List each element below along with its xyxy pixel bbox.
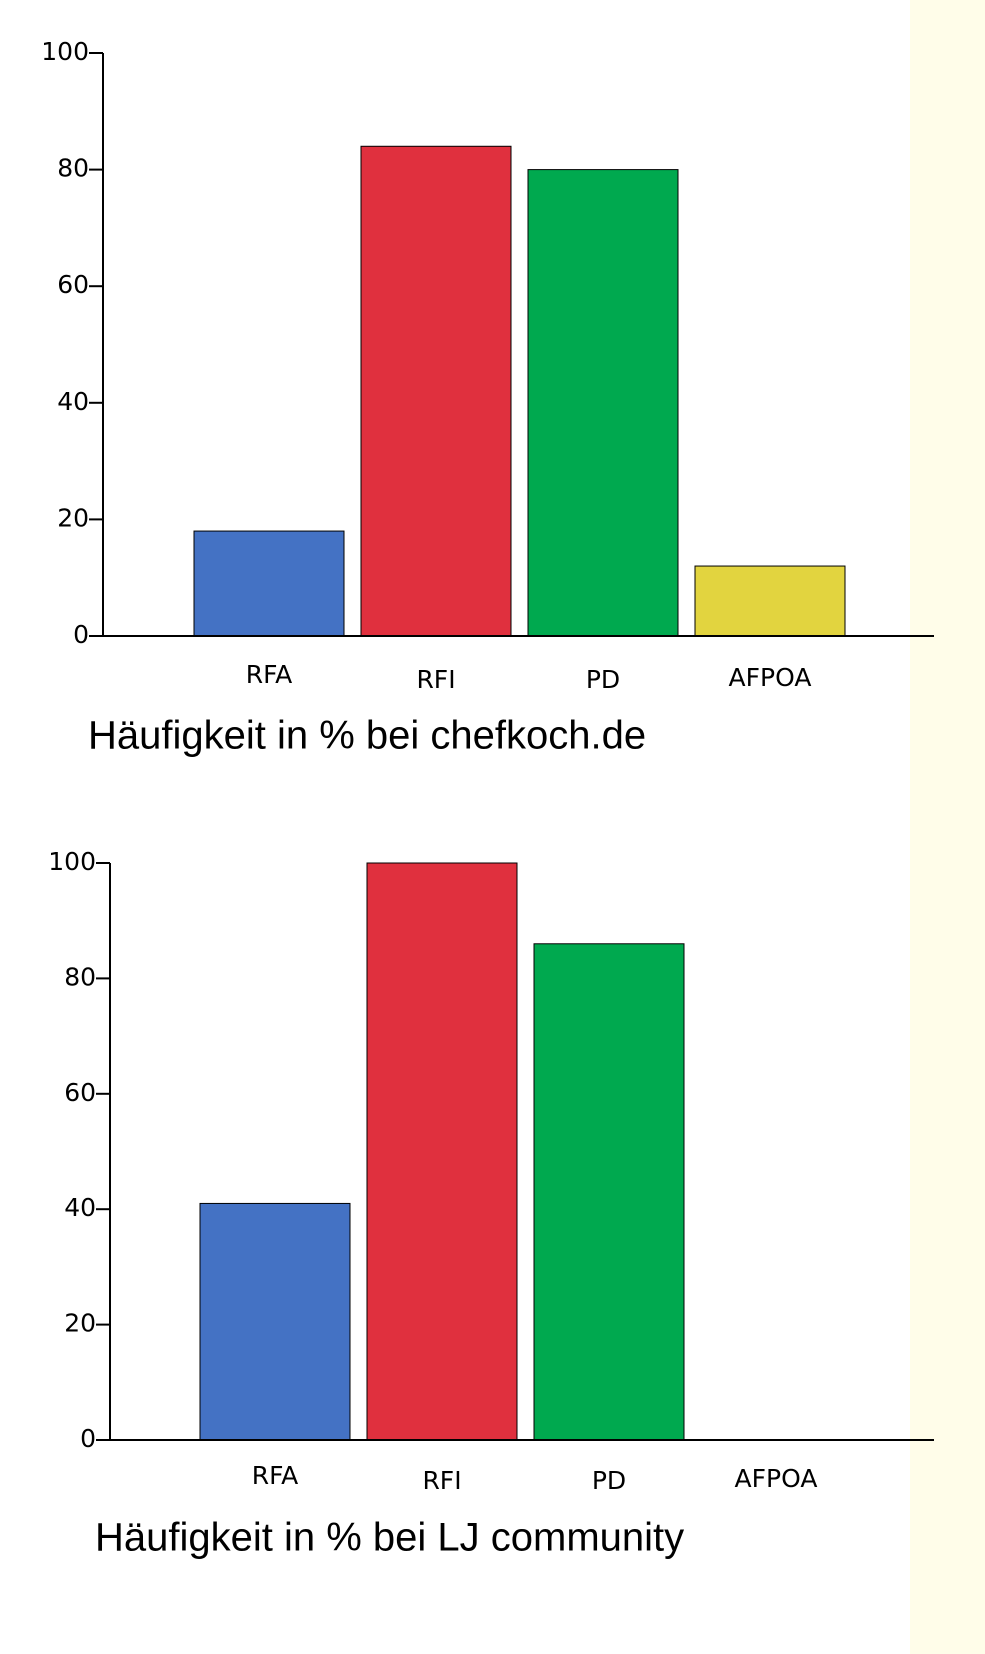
bar [360,145,512,637]
y-tick-label: 40 [64,1193,96,1222]
chart-title: Häufigkeit in % bei chefkoch.de [88,714,646,758]
y-tick-label: 100 [41,37,89,66]
bar [694,565,846,637]
x-tick-label: PD [586,665,620,694]
x-tick-label: AFPOA [735,1464,818,1493]
bar [193,530,345,637]
y-tick-label: 40 [57,387,89,416]
y-tick-label: 20 [64,1309,96,1338]
x-tick-label: RFA [246,660,293,689]
y-tick-label: 80 [57,154,89,183]
x-tick-label: RFI [422,1466,461,1495]
y-tick-label: 0 [73,620,89,649]
side-strip [910,0,985,1654]
x-tick-label: RFA [252,1461,299,1490]
y-tick-label: 60 [64,1078,96,1107]
x-tick-label: PD [592,1466,626,1495]
bar [199,1202,351,1441]
y-tick-label: 80 [64,962,96,991]
y-tick-label: 60 [57,270,89,299]
chart-title: Häufigkeit in % bei LJ community [95,1516,684,1560]
x-tick-label: AFPOA [729,663,812,692]
x-tick-label: RFI [416,665,455,694]
bar [366,862,518,1441]
bar [533,943,685,1441]
y-tick-label: 100 [48,847,96,876]
bar [527,169,679,637]
y-tick-label: 20 [57,503,89,532]
y-tick-label: 0 [80,1424,96,1453]
